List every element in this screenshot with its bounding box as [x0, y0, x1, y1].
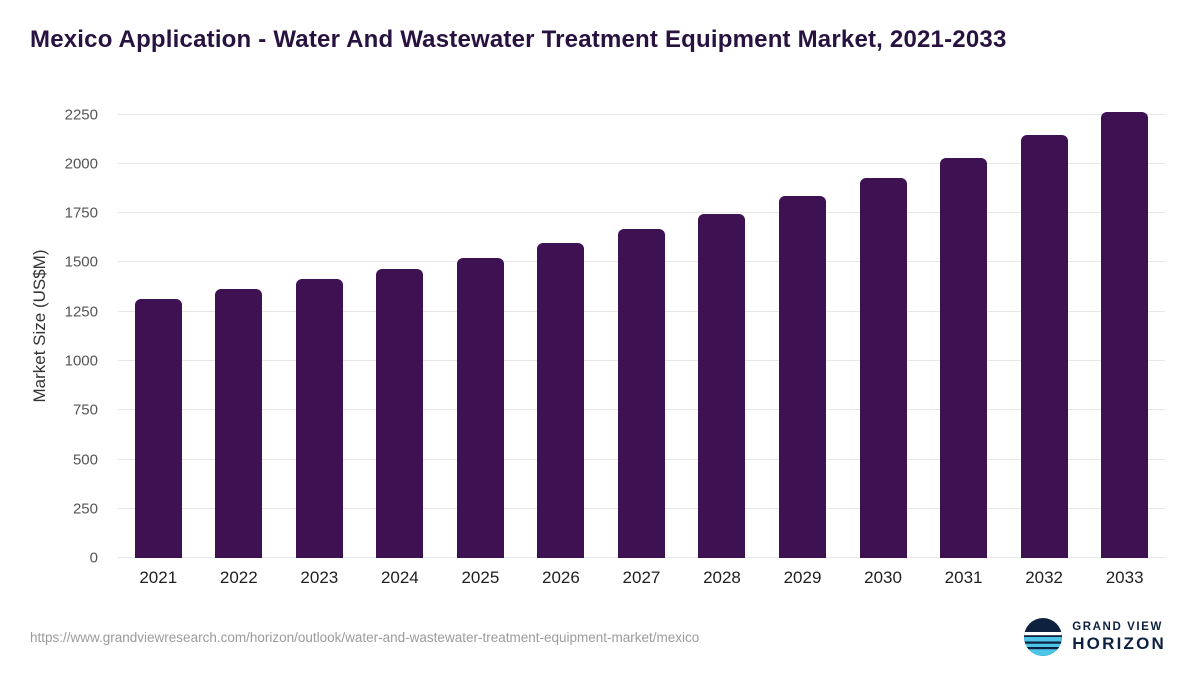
chart-title: Mexico Application - Water And Wastewate… — [30, 26, 1007, 53]
gridline — [118, 162, 1165, 164]
y-tick-label: 750 — [72, 401, 98, 419]
bar-2022 — [215, 289, 263, 558]
x-tick-label: 2030 — [864, 568, 902, 587]
y-tick-label: 250 — [72, 500, 98, 518]
logo-text-horizon: HORIZON — [1072, 633, 1166, 653]
y-tick-label: 500 — [72, 451, 98, 468]
bar-2027 — [617, 228, 665, 558]
y-axis-ticks: 0 250 500 750 1000 1250 1500 1750 2000 2250 — [0, 95, 108, 566]
bar-slot — [682, 95, 763, 558]
y-tick-label: 2250 — [64, 106, 98, 124]
bar-slot — [923, 95, 1004, 558]
logo-horizon-icon — [1024, 618, 1063, 656]
bar-2033 — [1101, 111, 1149, 558]
x-tick-label: 2033 — [1105, 568, 1144, 587]
plot-area — [118, 95, 1165, 558]
bar-slot — [1004, 95, 1085, 558]
bar-slot — [360, 95, 441, 558]
bar-2023 — [295, 279, 343, 558]
x-axis-ticks: 2021 2022 2023 2024 2025 2026 2027 2028 2029 2030… — [118, 562, 1165, 588]
x-tick-label: 2022 — [219, 568, 258, 587]
x-tick-label: 2028 — [703, 568, 741, 587]
y-tick-label: 0 — [89, 549, 98, 567]
x-tick-label: 2024 — [380, 568, 419, 587]
bar-slot — [1084, 95, 1165, 558]
bar-2021 — [134, 298, 182, 558]
bar-2031 — [940, 158, 988, 558]
x-tick-label: 2031 — [944, 568, 983, 587]
grand-view-horizon-logo: GRAND VIEW HORIZON — [1024, 618, 1166, 656]
bar-slot — [279, 95, 360, 558]
x-tick-label: 2023 — [300, 568, 339, 587]
bar-2024 — [376, 269, 424, 558]
y-tick-label: 1750 — [64, 204, 98, 222]
gridline — [118, 212, 1165, 214]
x-tick-label: 2026 — [542, 568, 580, 587]
logo-text-grand-view: GRAND VIEW — [1072, 620, 1163, 633]
x-tick-label: 2027 — [622, 568, 661, 587]
bar-series — [118, 95, 1165, 558]
x-tick-label: 2032 — [1025, 568, 1064, 587]
bar-slot — [440, 95, 521, 558]
bar-slot — [762, 95, 843, 558]
logo-text: GRAND VIEW HORIZON — [1072, 621, 1166, 654]
bar-slot — [521, 95, 602, 558]
bar-2028 — [698, 214, 746, 558]
bar-slot — [199, 95, 280, 558]
bar-2026 — [537, 242, 585, 558]
x-tick-label: 2021 — [139, 568, 178, 587]
y-tick-label: 1000 — [64, 352, 98, 370]
x-tick-label: 2025 — [461, 568, 500, 587]
y-tick-label: 1500 — [64, 253, 98, 271]
bar-slot — [601, 95, 682, 558]
bar-2030 — [859, 177, 907, 558]
x-tick-label: 2029 — [783, 568, 822, 587]
bar-2032 — [1020, 135, 1068, 558]
bar-slot — [843, 95, 924, 558]
y-tick-label: 1250 — [64, 303, 98, 321]
gridline — [118, 113, 1165, 115]
source-url: https://www.grandviewresearch.com/horizo… — [30, 630, 700, 645]
bar-slot — [118, 95, 199, 558]
y-tick-label: 2000 — [64, 155, 98, 173]
bar-2025 — [456, 257, 504, 558]
bar-2029 — [779, 196, 827, 558]
